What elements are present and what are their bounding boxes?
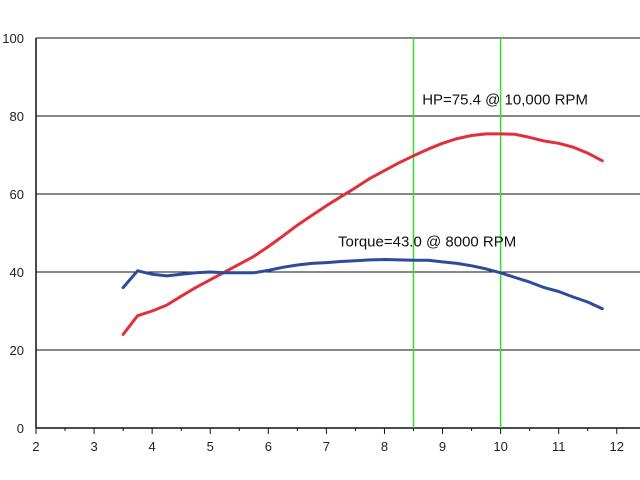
- x-tick-label: 10: [493, 439, 507, 454]
- y-tick-label: 40: [10, 265, 24, 280]
- x-tick-label: 2: [32, 439, 39, 454]
- axes: [35, 38, 640, 434]
- torque-series-line: [121, 258, 604, 311]
- y-tick-label: 0: [17, 421, 24, 436]
- gridlines: [36, 37, 640, 351]
- x-tick-label: 12: [610, 439, 624, 454]
- x-tick-label: 4: [149, 439, 156, 454]
- x-tick-label: 9: [439, 439, 446, 454]
- hp-label-annotation: HP=75.4 @ 10,000 RPM: [422, 91, 588, 108]
- x-tick-label: 5: [207, 439, 214, 454]
- x-tick-label: 3: [90, 439, 97, 454]
- hp-series-line: [121, 132, 604, 336]
- tick-labels: 0 20 40 60 80 100 2 3 4 5 6 7 8 9 10 11 12: [2, 31, 624, 454]
- y-tick-label: 60: [10, 187, 24, 202]
- torque-label-annotation: Torque=43.0 @ 8000 RPM: [338, 234, 516, 251]
- annotations: HP=75.4 @ 10,000 RPM Torque=43.0 @ 8000 R…: [338, 91, 588, 250]
- y-tick-label: 80: [10, 109, 24, 124]
- x-tick-label: 6: [265, 439, 272, 454]
- reference-lines: [412, 38, 502, 428]
- y-tick-label: 100: [2, 31, 24, 46]
- x-tick-label: 8: [381, 439, 388, 454]
- y-tick-label: 20: [10, 343, 24, 358]
- x-tick-label: 7: [323, 439, 330, 454]
- data-series: [121, 132, 604, 336]
- x-tick-label: 11: [552, 439, 566, 454]
